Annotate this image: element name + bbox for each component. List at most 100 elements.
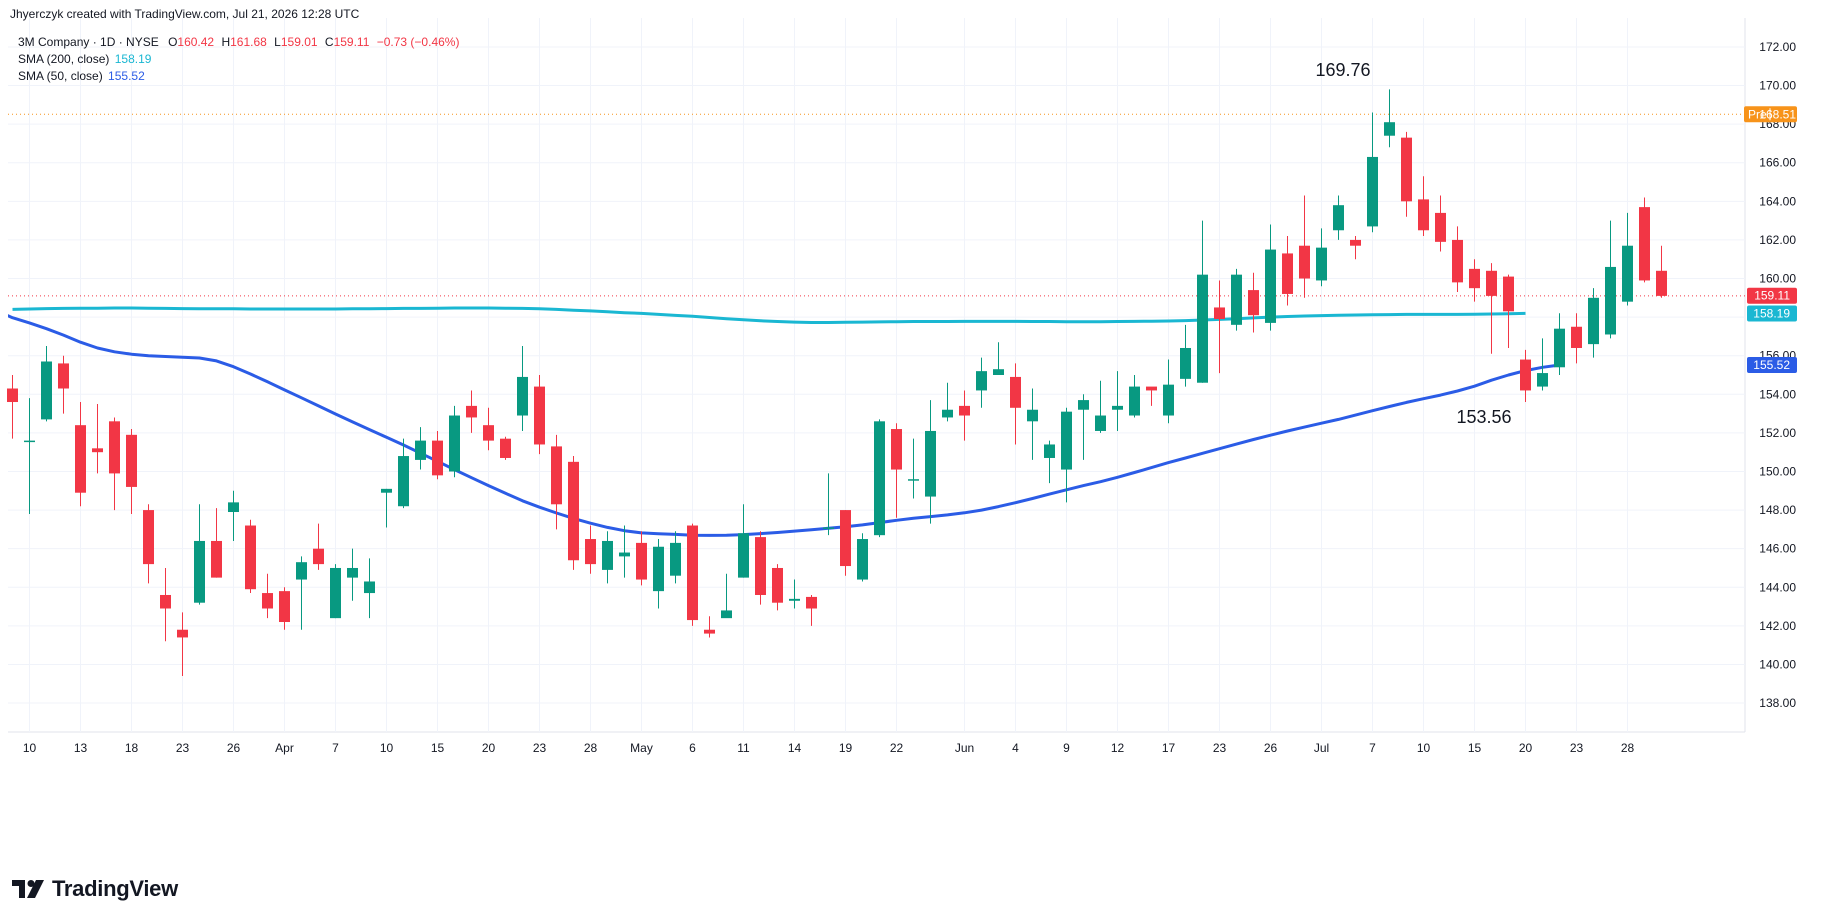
candle-body[interactable]	[1554, 328, 1565, 368]
candle-body[interactable]	[1163, 384, 1174, 416]
candle-body[interactable]	[874, 421, 885, 536]
candle-body[interactable]	[41, 361, 52, 420]
candle-body[interactable]	[1180, 347, 1191, 379]
candle-body[interactable]	[1010, 376, 1021, 408]
candle-body[interactable]	[1299, 245, 1310, 279]
candle-body[interactable]	[143, 510, 154, 565]
candle-body[interactable]	[806, 596, 817, 609]
candle-body[interactable]	[1401, 137, 1412, 202]
candle-body[interactable]	[432, 440, 443, 476]
candle-body[interactable]	[1112, 405, 1123, 410]
candle-body[interactable]	[211, 540, 222, 578]
candle-body[interactable]	[1418, 199, 1429, 231]
candle-body[interactable]	[1452, 239, 1463, 283]
candle-body[interactable]	[483, 425, 494, 441]
candle-body[interactable]	[857, 539, 868, 580]
candle-body[interactable]	[636, 542, 647, 580]
candle-body[interactable]	[670, 542, 681, 576]
candle-body[interactable]	[1027, 409, 1038, 422]
candle-body[interactable]	[1146, 386, 1157, 391]
candle-body[interactable]	[772, 567, 783, 603]
candle-body[interactable]	[823, 527, 834, 529]
candle-body[interactable]	[1350, 239, 1361, 246]
sma200-legend-row[interactable]: SMA (200, close) 158.19	[18, 51, 459, 68]
candle-body[interactable]	[313, 548, 324, 565]
candle-body[interactable]	[245, 525, 256, 590]
candle-body[interactable]	[109, 421, 120, 474]
candle-body[interactable]	[126, 434, 137, 487]
candle-body[interactable]	[194, 540, 205, 603]
candle-body[interactable]	[449, 415, 460, 472]
candle-body[interactable]	[1265, 249, 1276, 323]
candle-body[interactable]	[925, 430, 936, 497]
candle-body[interactable]	[1537, 373, 1548, 387]
candle-body[interactable]	[1520, 359, 1531, 391]
candle-body[interactable]	[1197, 274, 1208, 383]
candle-body[interactable]	[942, 409, 953, 418]
candle-body[interactable]	[1061, 411, 1072, 470]
candle-body[interactable]	[721, 610, 732, 619]
candle-body[interactable]	[228, 502, 239, 513]
candle-body[interactable]	[738, 533, 749, 578]
candle-body[interactable]	[58, 363, 69, 389]
candle-body[interactable]	[704, 629, 715, 634]
candle-body[interactable]	[1129, 386, 1140, 416]
candle-body[interactable]	[602, 540, 613, 570]
candle-body[interactable]	[1044, 444, 1055, 458]
candle-body[interactable]	[891, 429, 902, 470]
candle-body[interactable]	[466, 405, 477, 418]
sma50-legend-row[interactable]: SMA (50, close) 155.52	[18, 68, 459, 85]
candle-body[interactable]	[1571, 326, 1582, 348]
candle-body[interactable]	[262, 593, 273, 609]
candle-body[interactable]	[1367, 156, 1378, 227]
candle-body[interactable]	[330, 567, 341, 619]
candle-body[interactable]	[908, 479, 919, 481]
candle-body[interactable]	[1503, 276, 1514, 312]
candle-body[interactable]	[1078, 400, 1089, 410]
candle-body[interactable]	[1248, 290, 1259, 316]
candle-body[interactable]	[92, 448, 103, 453]
candle-body[interactable]	[381, 488, 392, 493]
candle-body[interactable]	[1333, 205, 1344, 231]
tradingview-logo[interactable]: TradingView	[12, 876, 178, 902]
candle-body[interactable]	[959, 405, 970, 416]
candle-body[interactable]	[1095, 415, 1106, 431]
candle-body[interactable]	[1605, 266, 1616, 335]
candle-body[interactable]	[1282, 253, 1293, 294]
candle-body[interactable]	[1622, 245, 1633, 302]
symbol-row[interactable]: 3M Company · 1D · NYSE O160.42 H161.68 L…	[18, 35, 460, 49]
candle-body[interactable]	[347, 567, 358, 578]
candle-body[interactable]	[415, 440, 426, 460]
candle-body[interactable]	[1656, 270, 1667, 296]
candle-body[interactable]	[517, 376, 528, 416]
candle-body[interactable]	[653, 546, 664, 592]
candle-body[interactable]	[7, 388, 18, 403]
candle-body[interactable]	[568, 461, 579, 561]
candle-body[interactable]	[75, 425, 86, 493]
candle-body[interactable]	[1435, 212, 1446, 242]
candle-body[interactable]	[687, 525, 698, 621]
candle-body[interactable]	[296, 562, 307, 580]
candle-body[interactable]	[976, 371, 987, 391]
candle-body[interactable]	[840, 510, 851, 567]
candle-body[interactable]	[1384, 122, 1395, 136]
candle-body[interactable]	[500, 438, 511, 458]
candle-body[interactable]	[1469, 268, 1480, 289]
candle-body[interactable]	[551, 446, 562, 505]
candle-body[interactable]	[993, 369, 1004, 375]
candle-body[interactable]	[364, 581, 375, 594]
candle-body[interactable]	[619, 552, 630, 557]
candle-body[interactable]	[1231, 274, 1242, 325]
candle-body[interactable]	[1639, 207, 1650, 281]
candle-body[interactable]	[534, 386, 545, 445]
candle-body[interactable]	[279, 591, 290, 623]
candle-body[interactable]	[24, 440, 35, 443]
candle-body[interactable]	[1316, 247, 1327, 281]
candle-body[interactable]	[1588, 297, 1599, 345]
candle-body[interactable]	[177, 629, 188, 638]
candle-body[interactable]	[585, 539, 596, 565]
candle-body[interactable]	[160, 594, 171, 609]
candle-body[interactable]	[1486, 270, 1497, 296]
candle-body[interactable]	[398, 456, 409, 507]
